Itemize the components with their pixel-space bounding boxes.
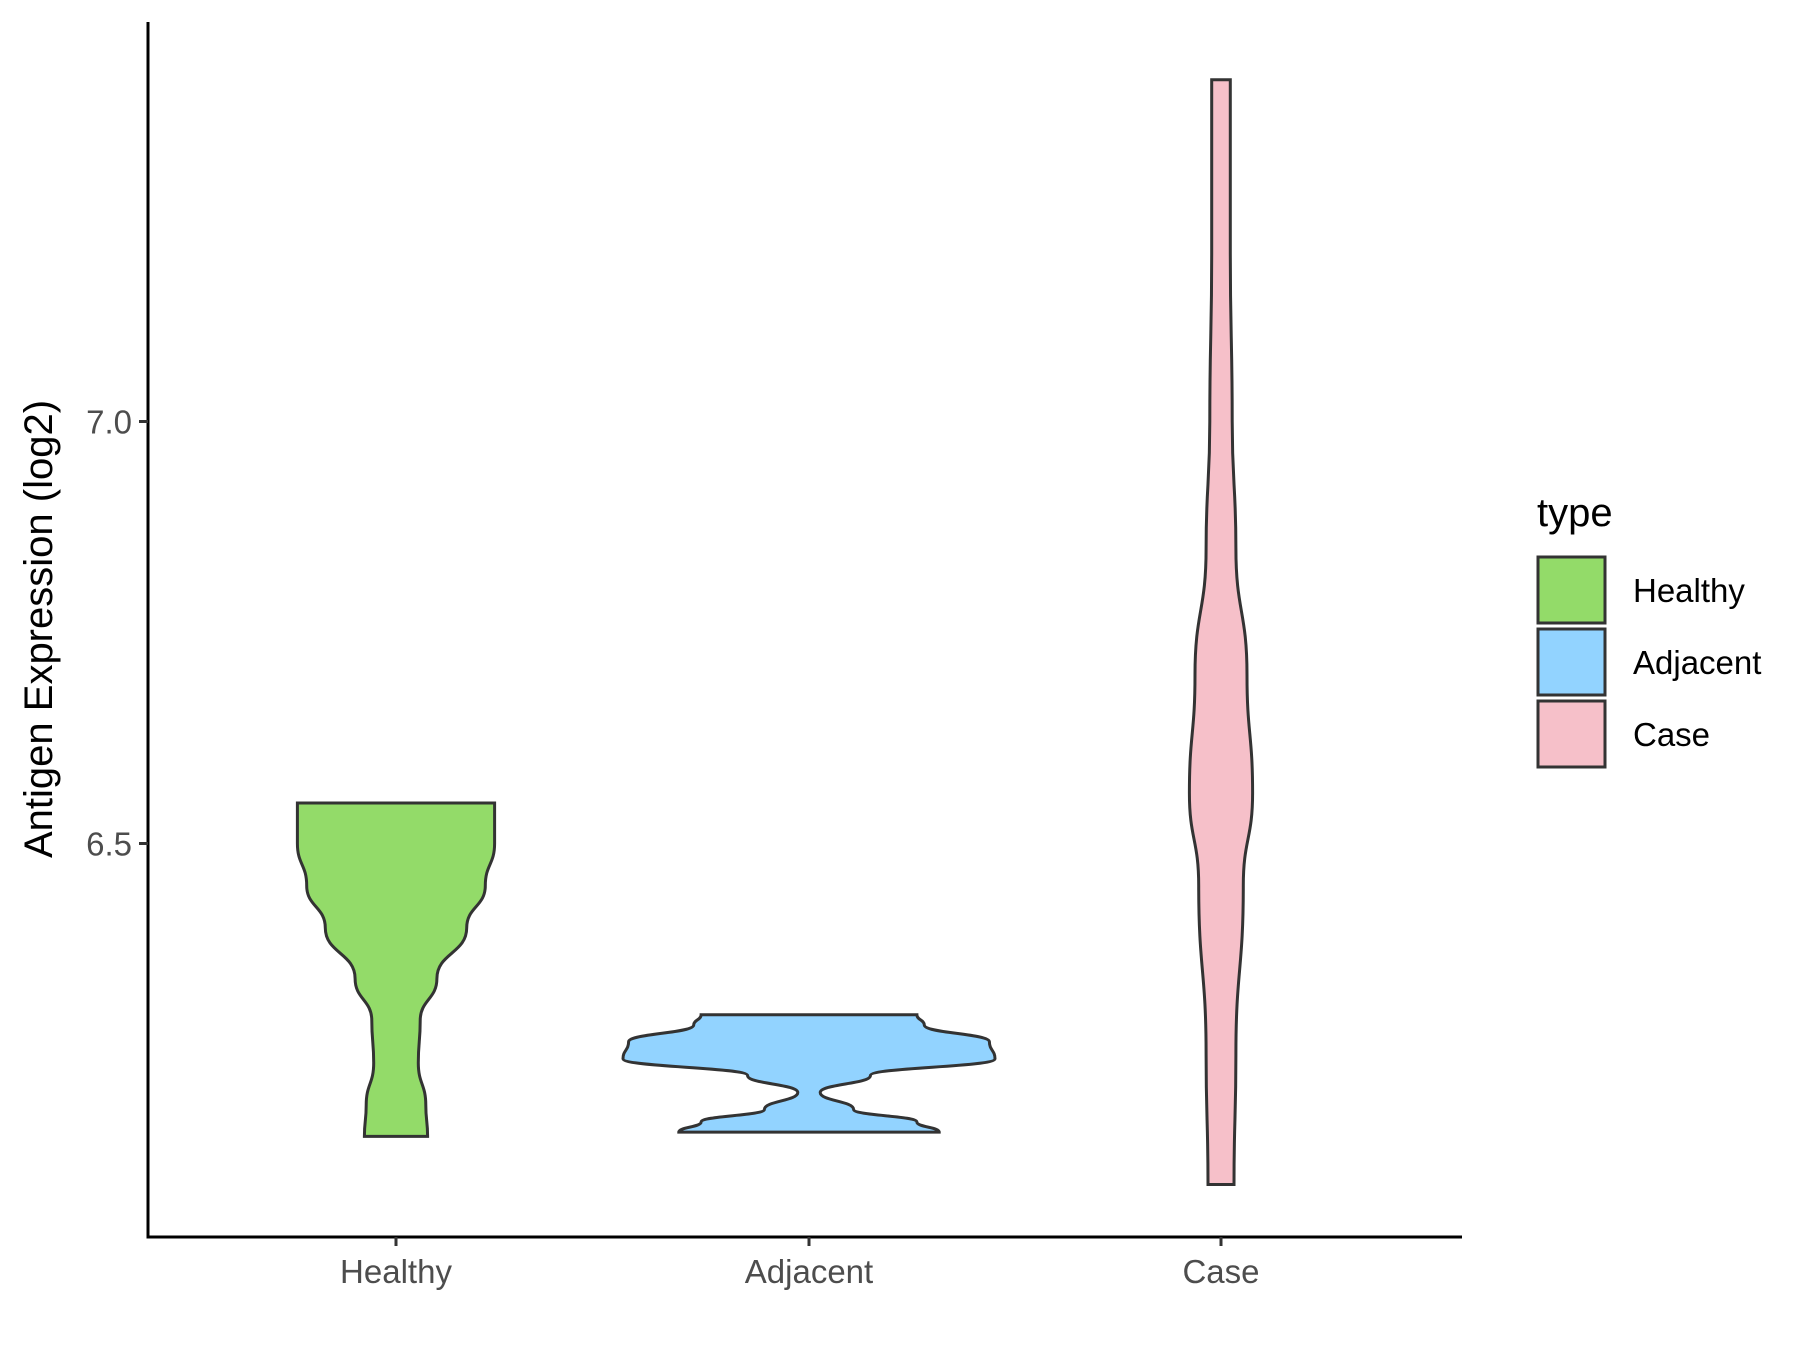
legend: Healthy Adjacent Case — [1536, 555, 1761, 769]
x-tick-label-adjacent: Adjacent — [745, 1253, 873, 1290]
x-tick-label-case: Case — [1182, 1253, 1259, 1290]
legend-label-adjacent: Adjacent — [1633, 644, 1761, 681]
y-ticks: 6.5 7.0 — [86, 404, 148, 863]
y-axis-title: Antigen Expression (log2) — [17, 400, 61, 858]
legend-label-case: Case — [1633, 716, 1710, 753]
legend-key-case — [1536, 699, 1607, 769]
legend-title: type — [1537, 491, 1613, 535]
x-ticks: Healthy Adjacent Case — [340, 1237, 1260, 1290]
legend-label-healthy: Healthy — [1633, 572, 1745, 609]
violin-adjacent — [621, 1013, 997, 1134]
violin-case — [1187, 78, 1255, 1186]
violin-healthy — [295, 801, 497, 1138]
violin-layer — [295, 78, 1255, 1186]
y-tick-label: 7.0 — [86, 404, 132, 441]
y-tick-label: 6.5 — [86, 826, 132, 863]
x-tick-label-healthy: Healthy — [340, 1253, 452, 1290]
legend-key-healthy — [1536, 555, 1607, 625]
legend-key-adjacent — [1536, 627, 1607, 697]
